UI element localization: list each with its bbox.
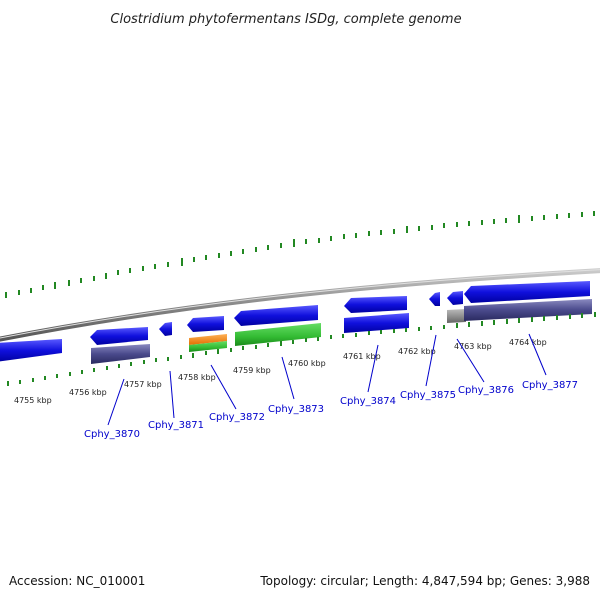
gene-label[interactable]: Cphy_3873 (268, 404, 324, 415)
green-feature[interactable] (189, 341, 227, 352)
green-feature[interactable] (235, 323, 321, 346)
gene-arrow[interactable] (447, 291, 463, 305)
orange-feature[interactable] (189, 334, 227, 345)
scale-labels: 4755 kbp 4756 kbp 4757 kbp 4758 kbp 4759… (14, 338, 547, 405)
kbp-label: 4759 kbp (233, 366, 271, 375)
gene-label[interactable]: Cphy_3875 (400, 390, 456, 401)
kbp-label: 4760 kbp (288, 359, 326, 368)
genome-backbone (0, 268, 600, 342)
gene-label[interactable]: Cphy_3871 (148, 420, 204, 431)
inner-tick-ring (7, 312, 596, 386)
gene-arrow[interactable] (234, 305, 318, 326)
kbp-label: 4764 kbp (509, 338, 547, 347)
forward-strand (0, 281, 590, 362)
gene-callouts (107, 333, 547, 426)
reverse-strand (91, 299, 592, 364)
gene-arrow-reverse[interactable] (344, 313, 409, 333)
genome-summary-text: Topology: circular; Length: 4,847,594 bp… (259, 574, 590, 588)
gene-arrow[interactable] (187, 316, 224, 332)
outer-tick-ring (5, 211, 595, 298)
gene-arrow[interactable] (344, 296, 407, 313)
gene-label[interactable]: Cphy_3872 (209, 412, 265, 423)
kbp-label: 4756 kbp (69, 388, 107, 397)
accession-text: Accession: NC_010001 (9, 574, 145, 588)
gene-arrow[interactable] (159, 322, 172, 336)
gene-label[interactable]: Cphy_3870 (84, 429, 140, 440)
map-title: Clostridium phytofermentans ISDg, comple… (110, 12, 461, 27)
gene-arrow[interactable] (429, 292, 440, 306)
kbp-label: 4762 kbp (398, 347, 436, 356)
gene-label[interactable]: Cphy_3874 (340, 396, 396, 407)
gene-labels: Cphy_3870 Cphy_3871 Cphy_3872 Cphy_3873 … (84, 380, 578, 440)
gene-arrow[interactable] (90, 327, 148, 345)
kbp-label: 4758 kbp (178, 373, 216, 382)
gene-arrow[interactable] (464, 281, 590, 303)
kbp-label: 4755 kbp (14, 396, 52, 405)
kbp-label: 4761 kbp (343, 352, 381, 361)
cds-feature[interactable] (91, 344, 150, 364)
gene-label[interactable]: Cphy_3877 (522, 380, 578, 391)
cds-feature[interactable] (464, 299, 592, 321)
gene-arrow[interactable] (0, 339, 62, 362)
gray-feature[interactable] (447, 309, 466, 323)
genome-backbone-highlight (0, 269, 600, 339)
kbp-label: 4757 kbp (124, 380, 162, 389)
kbp-label: 4763 kbp (454, 342, 492, 351)
gene-label[interactable]: Cphy_3876 (458, 385, 514, 396)
